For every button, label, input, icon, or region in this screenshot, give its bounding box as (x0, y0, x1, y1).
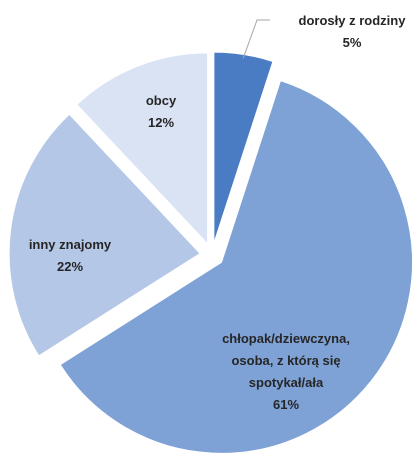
slice-label: inny znajomy 22% (10, 234, 130, 278)
category-label: inny znajomy (28, 237, 112, 252)
category-label: chłopak/dziewczyna, osoba, z którą się s… (222, 331, 350, 390)
value-label: 22% (56, 259, 84, 274)
value-label: 61% (272, 397, 300, 412)
category-label: obcy (145, 93, 177, 108)
pie-slice (213, 51, 274, 244)
slice-label: dorosły z rodziny 5% (277, 10, 417, 54)
slice-label: obcy 12% (121, 90, 201, 134)
value-label: 12% (147, 115, 175, 130)
value-label: 5% (342, 35, 362, 50)
pie-slice (76, 52, 209, 246)
pie-slice (8, 113, 201, 357)
category-label: dorosły z rodziny (298, 13, 406, 28)
pie-slice (59, 80, 413, 454)
leader-line (242, 19, 270, 59)
slice-label: chłopak/dziewczyna, osoba, z którą się s… (211, 328, 361, 416)
